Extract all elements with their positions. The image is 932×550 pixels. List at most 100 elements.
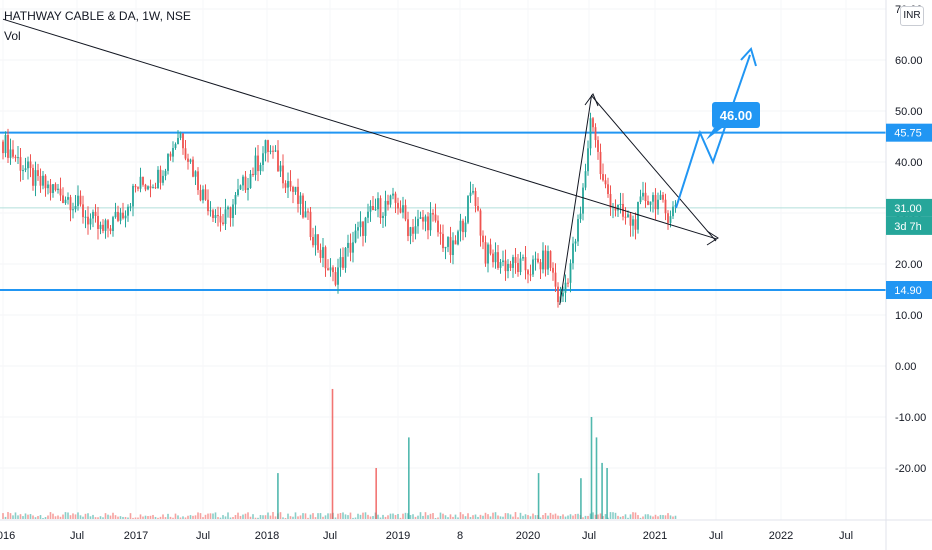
candle-body (377, 198, 379, 210)
volume-bar (314, 517, 317, 519)
volume-bar (462, 514, 464, 519)
candle-body (432, 213, 434, 215)
volume-bar (482, 515, 484, 519)
candle-body (239, 185, 242, 190)
candle-body (399, 208, 402, 213)
volume-bar (19, 514, 22, 519)
volume-bar (637, 515, 639, 519)
volume-bar (652, 516, 654, 519)
candle-body (522, 257, 524, 259)
candle-body (389, 195, 392, 205)
volume-label[interactable]: Vol (4, 29, 21, 43)
candle-body (469, 192, 472, 197)
price-axis[interactable]: 70.0060.0050.0040.0030.0020.0010.000.00-… (885, 0, 926, 550)
candle-body (637, 201, 639, 230)
candle-body (382, 215, 384, 218)
candle-body (562, 292, 564, 297)
candle-body (254, 155, 257, 176)
volume-bar (72, 513, 74, 519)
volume-bar (222, 515, 224, 519)
candle-body (527, 270, 529, 275)
volume-bar (94, 517, 97, 519)
volume-bar (492, 512, 494, 519)
volume-bar (592, 512, 594, 519)
candle-body (357, 227, 359, 231)
volume-bar (219, 517, 222, 519)
volume-bar (344, 514, 347, 519)
volume-bar (184, 517, 187, 519)
volume-spike (331, 388, 334, 519)
horizontal-levels[interactable] (0, 131, 886, 292)
volume-bar (302, 513, 304, 519)
candle-body (14, 156, 17, 159)
candle-body (537, 258, 539, 263)
volume-bar (234, 515, 237, 519)
volume-bar (434, 517, 437, 519)
candle-body (604, 180, 607, 185)
candle-body (102, 224, 104, 231)
candle-body (547, 251, 549, 270)
last-price-label-bg (886, 198, 932, 217)
candle-body (229, 207, 232, 219)
candle-body (454, 240, 457, 245)
candle-body (127, 206, 129, 216)
volume-bar (417, 515, 419, 519)
candle-body (147, 186, 149, 190)
volume-bar (84, 513, 87, 519)
volume-bar (7, 512, 9, 519)
candle-body (412, 227, 414, 234)
candle-body (132, 185, 134, 207)
volume-bar (77, 512, 79, 519)
candle-body (487, 244, 489, 264)
candle-body (624, 216, 627, 218)
volume-spike (601, 462, 603, 519)
candle-body (607, 184, 609, 195)
volume-bar (112, 512, 114, 519)
currency-badge[interactable]: INR (900, 6, 924, 26)
volume-bar (552, 514, 554, 519)
volume-bar (624, 514, 627, 519)
candle-body (574, 241, 577, 244)
candle-body (632, 219, 634, 226)
candle-body (319, 249, 322, 258)
candle-body (394, 193, 397, 203)
symbol-title[interactable]: HATHWAY CABLE & DA, 1W, NSE (4, 9, 191, 23)
volume-bar (389, 513, 392, 519)
candle-body (429, 213, 432, 231)
volume-spike (277, 473, 279, 519)
volume-bar (289, 516, 292, 519)
volume-bar (157, 517, 159, 519)
candle-body (642, 192, 644, 197)
candle-body (669, 216, 672, 223)
volume-bar (467, 513, 469, 519)
time-axis[interactable]: 2016 Jul 2017 Jul 2018 Jul 2019 8 2020 Jul 2021 Jul… (0, 519, 932, 542)
candle-body (602, 174, 604, 181)
candle-body (542, 250, 544, 270)
volume-bar (49, 512, 52, 519)
candle-body (464, 222, 467, 233)
candle-body (449, 237, 452, 256)
volume-bar (262, 515, 264, 519)
candle-body (212, 210, 214, 219)
volume-bar (387, 515, 389, 519)
drawings[interactable]: 46.00 (2, 18, 760, 305)
volume-bar (349, 512, 352, 519)
volume-bar (47, 515, 49, 519)
candle-body (407, 219, 409, 237)
volume-bar (97, 517, 99, 519)
arrow-head (584, 92, 599, 107)
volume-bar (32, 515, 34, 519)
volume-bar (424, 512, 427, 519)
volume-bar (194, 515, 197, 519)
volume-bar (479, 514, 482, 519)
candle-body (152, 187, 154, 189)
volume-bar (599, 513, 602, 519)
volume-bar (584, 515, 587, 519)
volume-bar (377, 514, 379, 519)
candle-body (69, 197, 72, 211)
volume-bar (242, 514, 244, 519)
volume-bar (87, 513, 89, 519)
grid (0, 8, 886, 469)
volume-bar (574, 513, 577, 519)
